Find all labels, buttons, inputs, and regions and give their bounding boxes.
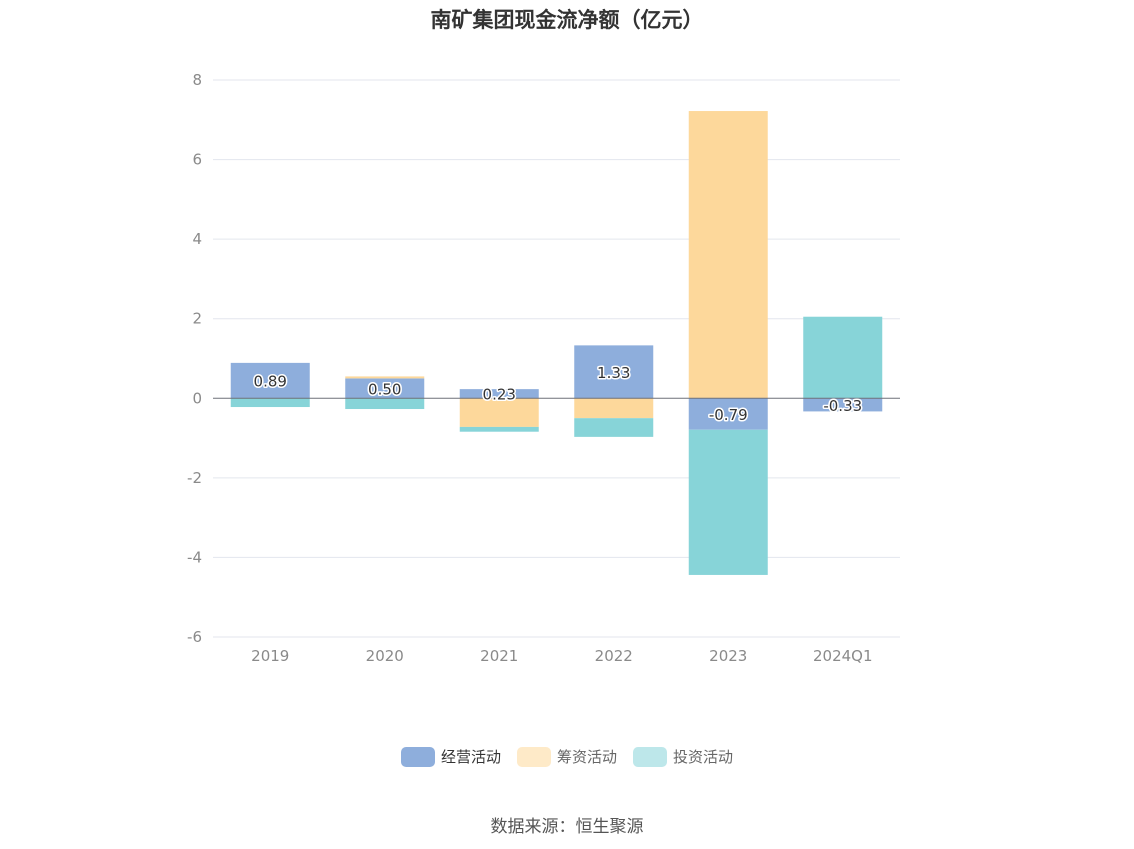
data-label: 0.23 (483, 386, 516, 404)
data-label: 0.50 (368, 380, 401, 398)
y-tick-label: -6 (187, 628, 202, 646)
bar-segment[interactable] (688, 429, 768, 575)
grid-lines (213, 79, 900, 638)
bar-segment[interactable] (230, 362, 310, 399)
data-label: 0.89 (254, 373, 287, 391)
x-tick-label: 2019 (251, 647, 289, 665)
bar-segment[interactable] (345, 378, 425, 399)
y-tick-label: 2 (192, 310, 202, 328)
bar-segment[interactable] (688, 111, 768, 399)
bar-segment[interactable] (345, 376, 425, 379)
x-tick-label: 2022 (595, 647, 633, 665)
y-tick-label: 6 (192, 151, 202, 169)
y-tick-label: 4 (192, 230, 202, 248)
bar-segment[interactable] (574, 418, 654, 437)
x-tick-label: 2024Q1 (813, 647, 873, 665)
legend: 经营活动 筹资活动 投资活动 (0, 746, 1134, 767)
legend-item[interactable]: 经营活动 (400, 746, 501, 767)
legend-label: 筹资活动 (556, 748, 617, 766)
bar-segment[interactable] (459, 389, 539, 399)
data-label: -0.33 (823, 397, 862, 415)
x-tick-label: 2021 (480, 647, 518, 665)
data-labels: 0.89 0.50 0.23 1.33 -0.79 -0.33 (252, 362, 864, 425)
bar-segment[interactable] (688, 398, 768, 430)
legend-label: 经营活动 (440, 748, 501, 766)
legend-item[interactable]: 筹资活动 (516, 746, 617, 767)
x-tick-label: 2023 (709, 647, 747, 665)
x-axis-ticks: 2019 2020 2021 2022 2023 2024Q1 (251, 647, 872, 665)
zero-line (213, 397, 900, 638)
legend-label: 投资活动 (673, 748, 734, 766)
bar-segment[interactable] (574, 398, 654, 419)
y-axis-ticks: 8 6 4 2 0 -2 -4 -6 (187, 71, 202, 646)
chart-title: 南矿集团现金流净额（亿元） (430, 8, 704, 32)
data-label: -0.79 (709, 406, 748, 424)
y-tick-label: 0 (192, 389, 202, 407)
legend-swatch (516, 746, 551, 767)
bar-segment[interactable] (345, 398, 425, 410)
y-tick-label: -2 (187, 469, 202, 487)
bar-segment[interactable] (574, 345, 654, 399)
bar-segment[interactable] (459, 398, 539, 427)
y-tick-label: -4 (187, 548, 202, 566)
bars (230, 111, 883, 575)
y-tick-label: 8 (192, 71, 202, 89)
bar-segment[interactable] (230, 398, 310, 408)
x-tick-label: 2020 (366, 647, 404, 665)
bar-segment[interactable] (803, 316, 883, 399)
legend-item[interactable]: 投资活动 (633, 746, 733, 767)
source-note: 数据来源：恒生聚源 (490, 817, 644, 837)
data-label: 1.33 (597, 364, 630, 382)
legend-swatch (633, 746, 667, 767)
bar-segment[interactable] (459, 426, 539, 432)
bar-segment[interactable] (803, 398, 883, 412)
legend-swatch (400, 746, 435, 767)
